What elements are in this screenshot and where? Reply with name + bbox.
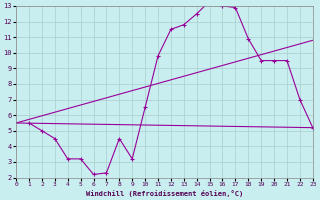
X-axis label: Windchill (Refroidissement éolien,°C): Windchill (Refroidissement éolien,°C) xyxy=(86,190,243,197)
